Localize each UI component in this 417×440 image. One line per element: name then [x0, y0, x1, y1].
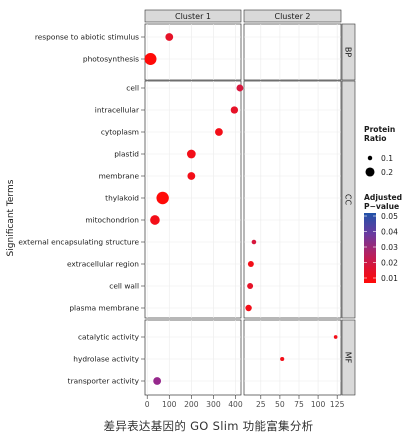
data-point: [144, 53, 157, 65]
data-point: [230, 106, 239, 114]
data-point: [251, 239, 257, 245]
term-label: photosynthesis: [83, 55, 139, 64]
go-slim-dotplot: Cluster 1 Cluster 2 BP response to abiotic …: [6, 9, 402, 409]
legend-size-title: Protein: [364, 125, 395, 134]
term-label: transporter activity: [68, 377, 140, 386]
facet-label-1: Cluster 1: [175, 12, 211, 21]
term-label: membrane: [99, 172, 140, 181]
term-label: plastid: [114, 150, 139, 159]
legend-size-label: 0.2: [381, 168, 393, 177]
legend-color-label: 0.01: [381, 274, 398, 283]
term-label: mitochondrion: [85, 216, 139, 225]
legend-size-label: 0.1: [381, 154, 393, 163]
figure-caption: 差异表达基因的 GO Slim 功能富集分析: [103, 419, 314, 433]
data-point: [333, 335, 338, 339]
x-tick-label: 400: [228, 400, 243, 409]
legend-color-title: Adjusted: [364, 193, 402, 202]
x-tick-label: 100: [162, 400, 177, 409]
row-strip-mf: [341, 319, 356, 396]
facet-label-2: Cluster 2: [274, 12, 310, 21]
term-label: cytoplasm: [101, 128, 139, 137]
term-label: cell: [126, 84, 139, 93]
legend-color-label: 0.04: [381, 228, 398, 237]
x-tick-label: 200: [184, 400, 199, 409]
row-strip-bp: [341, 23, 356, 81]
legend-color-label: 0.02: [381, 259, 398, 268]
legend-colorbar: [364, 213, 376, 283]
legend-size-dot: [367, 155, 373, 161]
legend-size-dot: [365, 167, 375, 177]
term-label: external encapsulating structure: [18, 238, 139, 247]
data-point: [150, 215, 160, 225]
panel-bp-cluster1: [144, 23, 242, 81]
x-tick-label: 300: [206, 400, 221, 409]
y-axis-title: Significant Terms: [6, 179, 16, 256]
data-point: [165, 33, 174, 41]
panel-cc-cluster2: [243, 80, 342, 319]
x-tick-label: 25: [256, 400, 266, 409]
x-tick-label: 0: [145, 400, 150, 409]
data-point: [236, 84, 244, 92]
legend-color-title: P−value: [364, 202, 399, 211]
row-strip-cc: [341, 80, 356, 319]
data-point: [247, 261, 254, 267]
data-point: [156, 191, 169, 205]
term-label: intracellular: [95, 106, 140, 115]
term-label: plasma membrane: [69, 304, 139, 313]
panel-mf-cluster2: [243, 319, 342, 396]
data-point: [153, 377, 162, 385]
legend-color-label: 0.05: [381, 212, 398, 221]
facet-strip-1: [144, 9, 242, 23]
x-tick-label: 75: [294, 400, 304, 409]
term-label: thylakoid: [105, 194, 139, 203]
data-point: [186, 149, 196, 159]
term-label: hydrolase activity: [73, 355, 139, 364]
row-label-cc: CC: [344, 194, 353, 206]
facet-strip-2: [243, 9, 342, 23]
data-point: [215, 128, 223, 136]
row-label-mf: MF: [344, 352, 353, 364]
row-label-bp: BP: [344, 47, 353, 57]
term-label: catalytic activity: [78, 333, 140, 342]
x-tick-label: 100: [311, 400, 326, 409]
term-label: response to abiotic stimulus: [35, 33, 139, 42]
x-tick-label: 125: [330, 400, 345, 409]
panel-mf-cluster1: [144, 319, 242, 396]
legend-size-title: Ratio: [364, 134, 386, 143]
data-point: [280, 356, 285, 362]
panel-bp-cluster2: [243, 23, 342, 81]
term-label: extracellular region: [67, 260, 139, 269]
data-point: [247, 283, 254, 289]
data-point: [245, 304, 252, 312]
term-label: cell wall: [109, 282, 139, 291]
data-point: [187, 172, 196, 180]
legend-color-label: 0.03: [381, 243, 398, 252]
x-tick-label: 50: [275, 400, 285, 409]
